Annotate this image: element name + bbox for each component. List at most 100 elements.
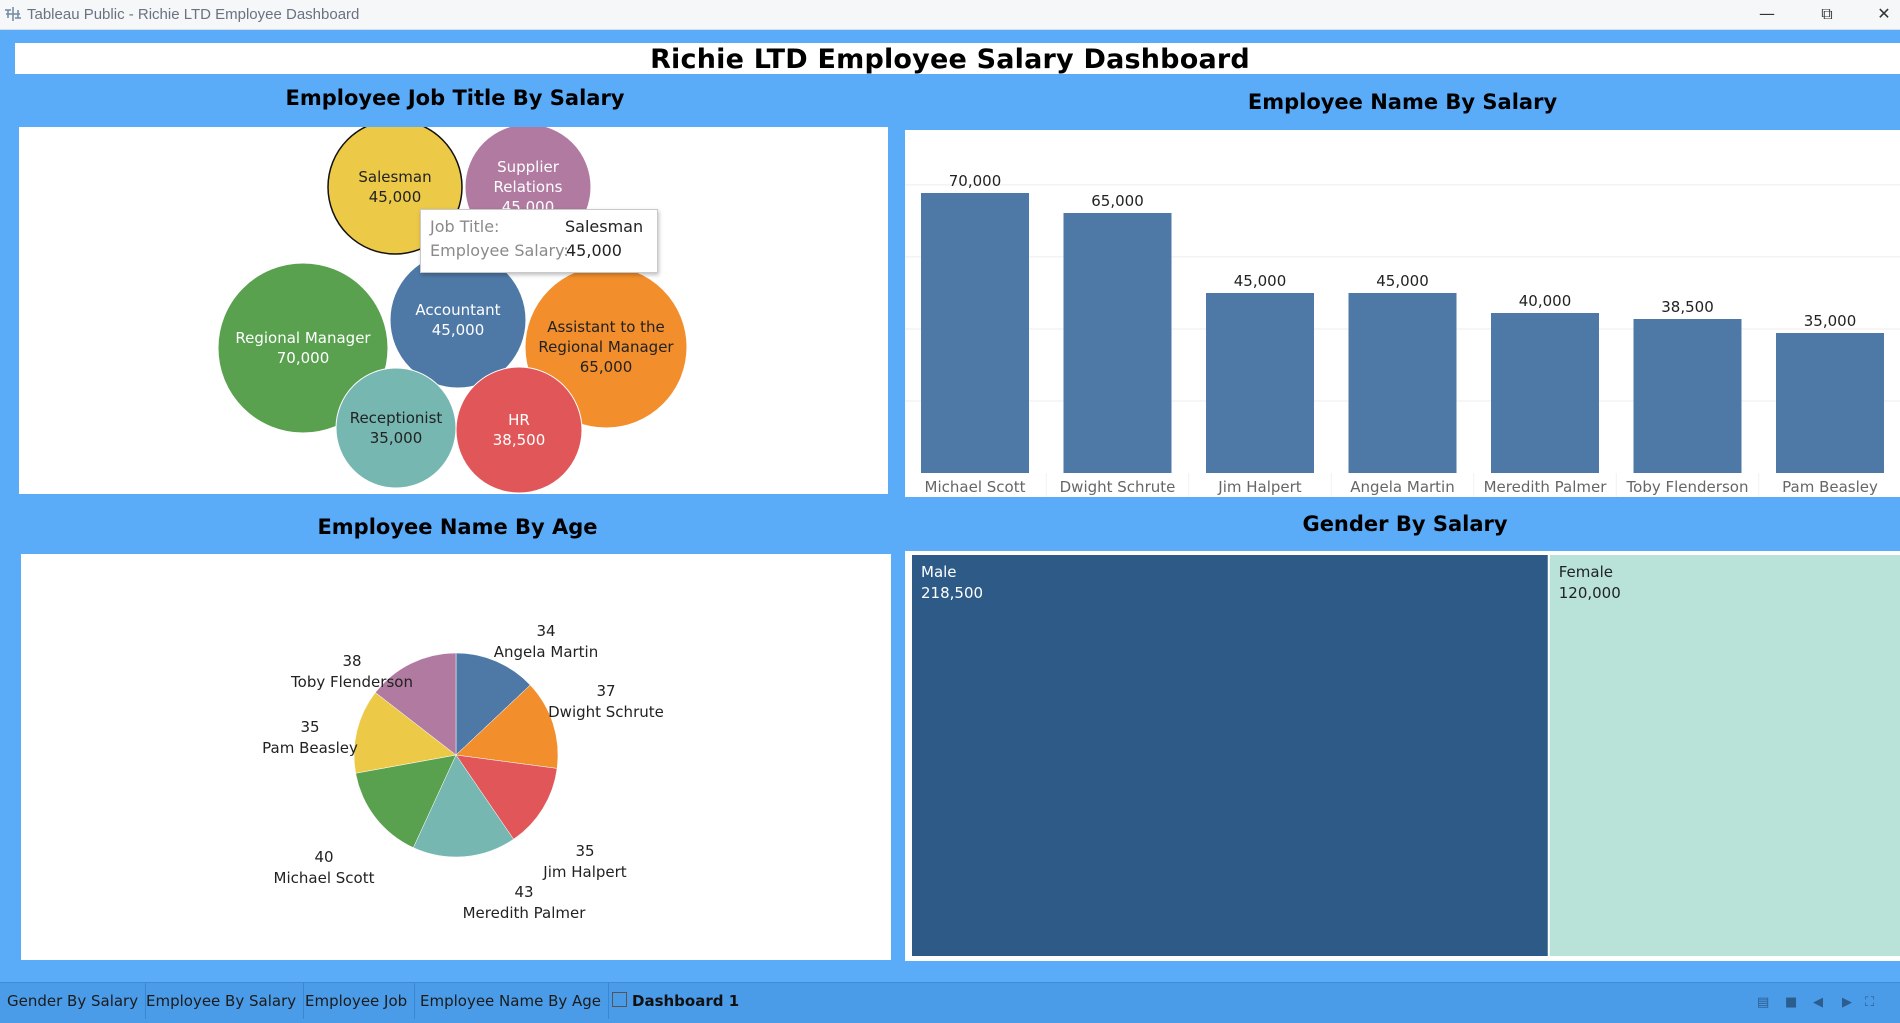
pie-slice-toby-flenderson[interactable] [375, 652, 457, 756]
restore-button[interactable]: ⧉ [1821, 4, 1833, 23]
fullscreen-icon[interactable]: ⛶ [1865, 995, 1875, 1010]
gender-salary-sheet-title: Gender By Salary [1302, 512, 1508, 536]
tooltip-value: Salesman [565, 217, 644, 236]
bar[interactable] [1206, 293, 1314, 473]
pie-slice-angela-martin[interactable] [455, 652, 531, 756]
bar-value-label: 45,000 [1234, 272, 1287, 290]
pie-name-label: Angela Martin [494, 643, 599, 661]
tab-label: Employee Job [305, 992, 408, 1010]
bubble-name-label: HR [508, 411, 530, 429]
bubble-receptionist[interactable]: Receptionist 35,000 [335, 367, 457, 489]
pie-name-label: Michael Scott [274, 869, 375, 887]
pie-value-label: 35 [300, 718, 319, 736]
pie-slice-dwight-schrute[interactable] [455, 684, 559, 769]
filmstrip-icon[interactable]: ■ [1785, 995, 1798, 1010]
window-title: Tableau Public - Richie LTD Employee Das… [27, 6, 360, 23]
bar[interactable] [1348, 293, 1457, 473]
pie-slice-pam-beasley[interactable] [353, 692, 457, 774]
bubble-hr[interactable]: HR 38,500 [455, 366, 583, 494]
bar-category-label: Dwight Schrute [1060, 478, 1176, 496]
bubble-value-label: 65,000 [580, 358, 633, 376]
bar-category-label: Pam Beasley [1782, 478, 1878, 496]
gender-salary-treemap[interactable]: Male 218,500 Female 120,000 [905, 551, 1900, 961]
bar[interactable] [1063, 213, 1172, 473]
close-button[interactable]: ✕ [1877, 4, 1891, 23]
treemap-value-label: 218,500 [921, 584, 983, 602]
pie-name-label: Jim Halpert [542, 863, 627, 881]
bubble-name-label: Regional Manager [538, 338, 674, 356]
bar[interactable] [1633, 319, 1742, 473]
prev-sheet-icon[interactable]: ◀ [1813, 995, 1823, 1010]
bar-category-label: Meredith Palmer [1484, 478, 1608, 496]
bar-category-label: Toby Flenderson [1626, 478, 1749, 496]
tab-label: Dashboard 1 [632, 992, 740, 1010]
dashboard-icon [612, 992, 627, 1007]
tab-label: Employee Name By Age [420, 992, 602, 1010]
pie-name-label: Toby Flenderson [290, 673, 413, 691]
bar-category-label: Jim Halpert [1217, 478, 1302, 496]
bar-value-label: 35,000 [1804, 312, 1857, 330]
name-age-panel: 34 Angela Martin 37 Dwight Schrute 35 Jim Hal… [21, 554, 891, 960]
bar[interactable] [921, 193, 1029, 473]
bar-value-label: 38,500 [1661, 298, 1714, 316]
bar[interactable] [1776, 333, 1884, 473]
treemap-name-label: Male [921, 563, 957, 581]
tab-dashboard-1[interactable]: Dashboard 1 [605, 983, 746, 1019]
job-title-bubble-chart[interactable]: Salesman 45,000 Regional Manager 70,000 Acco… [19, 119, 888, 494]
pie-slice-jim-halpert[interactable] [455, 754, 558, 840]
bubble-name-label: Supplier [497, 158, 560, 176]
bar-category-label: Michael Scott [925, 478, 1026, 496]
tab-employee-name-by-age[interactable]: Employee Name By Age [413, 983, 610, 1019]
name-salary-panel: 70,000 Michael Scott 65,000 Dwight Schrute 4… [905, 130, 1900, 501]
next-sheet-icon[interactable]: ▶ [1842, 995, 1852, 1010]
pie-slice-michael-scott[interactable] [355, 754, 457, 848]
bar-value-label: 70,000 [949, 172, 1002, 190]
treemap-cell-female[interactable] [1549, 555, 1900, 956]
tableau-icon [5, 7, 21, 21]
bubble-value-label: 38,500 [493, 431, 546, 449]
dashboard-canvas: Richie LTD Employee Salary Dashboard Emp… [0, 30, 1900, 982]
bar-value-label: 40,000 [1519, 292, 1572, 310]
bubble-name-label: Relations [494, 178, 563, 196]
name-age-sheet-title: Employee Name By Age [317, 515, 598, 539]
bubble-value-label: 70,000 [277, 349, 330, 367]
tooltip-value: 45,000 [566, 241, 622, 260]
pie-name-label: Dwight Schrute [548, 703, 664, 721]
bubble-name-label: Assistant to the [547, 318, 665, 336]
treemap-name-label: Female [1559, 563, 1613, 581]
job-title-panel: Salesman 45,000 Regional Manager 70,000 Acco… [19, 119, 888, 494]
tab-employee-job[interactable]: Employee Job [298, 983, 416, 1019]
window-titlebar: Tableau Public - Richie LTD Employee Das… [0, 0, 1900, 30]
show-sheets-icon[interactable]: ▤ [1757, 995, 1770, 1010]
gender-salary-panel: Male 218,500 Female 120,000 [905, 551, 1900, 961]
bubble-value-label: 35,000 [370, 429, 423, 447]
pie-slice-meredith-palmer[interactable] [412, 754, 514, 858]
bubble-value-label: 45,000 [369, 188, 422, 206]
pie-name-label: Pam Beasley [262, 739, 358, 757]
job-title-sheet-title: Employee Job Title By Salary [285, 86, 625, 110]
tooltip-key: Job Title: [430, 217, 500, 236]
tooltip-row-salary: Employee Salary: 45,000 [430, 241, 622, 260]
bar-category-label: Angela Martin [1350, 478, 1455, 496]
tab-gender-by-salary[interactable]: Gender By Salary [0, 983, 147, 1019]
bubble-value-label: 45,000 [432, 321, 485, 339]
dashboard-title: Richie LTD Employee Salary Dashboard [650, 44, 1250, 75]
bubble-regional-manager[interactable]: Regional Manager 70,000 [217, 262, 389, 434]
pie-value-label: 40 [314, 848, 333, 866]
treemap-value-label: 120,000 [1559, 584, 1621, 602]
tooltip-row-job-title: Job Title: Salesman [430, 217, 643, 236]
pie-value-label: 43 [514, 883, 533, 901]
name-age-pie-chart[interactable]: 34 Angela Martin 37 Dwight Schrute 35 Jim Hal… [21, 554, 891, 960]
pie-value-label: 37 [596, 682, 615, 700]
tab-label: Employee By Salary [146, 992, 297, 1010]
tab-employee-by-salary[interactable]: Employee By Salary [139, 983, 305, 1019]
treemap-cell-male[interactable] [912, 555, 1548, 956]
minimize-button[interactable]: — [1759, 4, 1775, 23]
tooltip-key: Employee Salary: [430, 241, 569, 260]
bar[interactable] [1491, 313, 1599, 473]
bubble-accountant[interactable]: Accountant 45,000 [389, 251, 527, 389]
bar-value-label: 65,000 [1091, 192, 1144, 210]
pie-name-label: Meredith Palmer [463, 904, 587, 922]
name-salary-bar-chart[interactable]: 70,000 Michael Scott 65,000 Dwight Schrute 4… [905, 130, 1900, 501]
bubble-name-label: Accountant [415, 301, 500, 319]
